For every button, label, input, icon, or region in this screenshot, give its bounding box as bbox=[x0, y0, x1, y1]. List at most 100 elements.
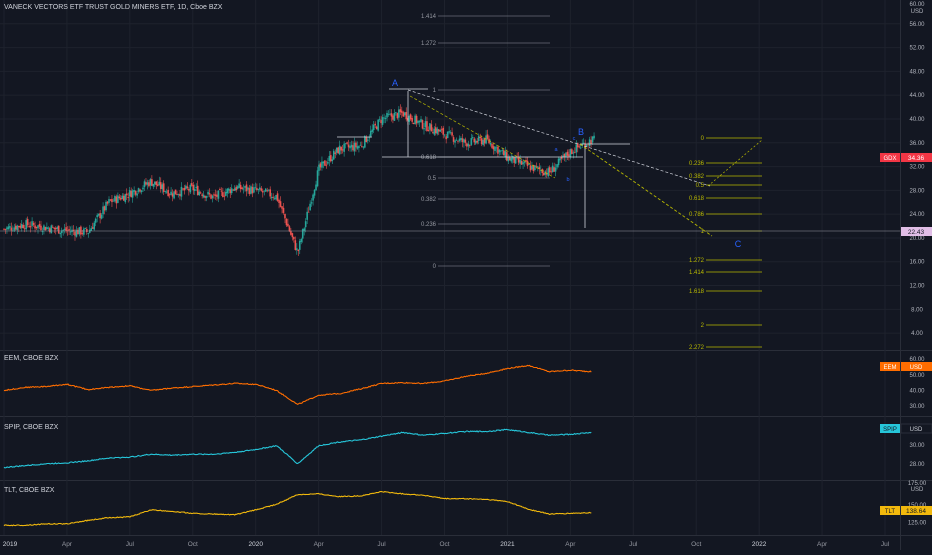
candle-body bbox=[167, 189, 169, 196]
candle bbox=[130, 187, 132, 198]
candle-body bbox=[435, 127, 437, 134]
candle bbox=[219, 187, 221, 191]
candle bbox=[471, 134, 474, 140]
candle-body bbox=[43, 225, 45, 230]
main-currency: USD bbox=[911, 9, 924, 15]
candle-body bbox=[148, 182, 150, 187]
candle-body bbox=[269, 189, 271, 197]
tlt-title: TLT, CBOE BZX bbox=[4, 487, 55, 494]
candle-body bbox=[22, 225, 25, 229]
candle bbox=[87, 232, 90, 238]
candle bbox=[464, 137, 467, 147]
candle-body bbox=[171, 193, 174, 197]
candle-body bbox=[222, 192, 224, 197]
candle-body bbox=[433, 128, 436, 135]
candle-body bbox=[69, 231, 72, 233]
candle bbox=[264, 188, 267, 192]
candle bbox=[105, 200, 107, 212]
candle-body bbox=[257, 189, 260, 190]
candle-body bbox=[174, 189, 177, 195]
candle-body bbox=[584, 143, 586, 149]
candle-body bbox=[57, 225, 60, 234]
candle bbox=[173, 191, 175, 200]
candle bbox=[13, 223, 16, 232]
candle bbox=[439, 128, 442, 132]
candle-body bbox=[371, 129, 374, 132]
candle bbox=[307, 206, 310, 213]
level-badge-bg bbox=[901, 227, 932, 236]
candle bbox=[409, 113, 412, 121]
candle bbox=[230, 184, 233, 195]
candle-body bbox=[297, 249, 300, 252]
candle bbox=[97, 213, 100, 217]
candle-body bbox=[401, 110, 403, 113]
candle-body bbox=[118, 196, 121, 199]
candle bbox=[500, 150, 502, 155]
candle-body bbox=[464, 139, 467, 143]
candle-body bbox=[195, 186, 198, 188]
tlt-tick-label: 125.00 bbox=[908, 521, 927, 527]
spip-badge-currency-bg bbox=[900, 423, 932, 434]
candle bbox=[260, 185, 263, 192]
candle bbox=[111, 194, 113, 208]
candle-body bbox=[17, 226, 20, 228]
candle bbox=[396, 112, 399, 120]
candle-body bbox=[199, 192, 202, 194]
candle bbox=[189, 183, 192, 194]
candle bbox=[191, 179, 193, 187]
fib-retracement-label: 0.382 bbox=[421, 197, 437, 203]
candle bbox=[483, 138, 486, 147]
candle-body bbox=[375, 126, 378, 130]
candle bbox=[136, 190, 138, 199]
candle-body bbox=[372, 124, 375, 131]
candle-body bbox=[346, 142, 348, 144]
candle-body bbox=[528, 164, 530, 166]
candle-body bbox=[508, 156, 511, 161]
candle-body bbox=[458, 138, 461, 142]
candle-body bbox=[398, 109, 400, 118]
candle-body bbox=[211, 195, 214, 199]
candle bbox=[402, 110, 405, 117]
fib-extension-label: 1.272 bbox=[689, 258, 705, 264]
spip-tick-label: 30.00 bbox=[909, 443, 925, 449]
candle-body bbox=[525, 160, 527, 162]
candle bbox=[155, 181, 158, 190]
candle-body bbox=[306, 211, 308, 220]
candle-body bbox=[86, 228, 88, 233]
candle-body bbox=[550, 171, 552, 173]
candle bbox=[405, 107, 408, 122]
candle-body bbox=[334, 152, 337, 154]
candles bbox=[3, 104, 595, 256]
x-axis-label: Oct bbox=[188, 541, 198, 548]
candle-body bbox=[164, 191, 166, 192]
candle bbox=[522, 159, 524, 170]
spip-tick-label: 28.00 bbox=[909, 462, 925, 468]
main-tick-label: 12.00 bbox=[909, 284, 925, 290]
candle bbox=[548, 165, 551, 176]
candle bbox=[569, 148, 572, 160]
candle bbox=[208, 188, 211, 198]
candle bbox=[75, 226, 78, 238]
candle bbox=[398, 106, 400, 122]
candle-body bbox=[136, 193, 138, 196]
candle-body bbox=[298, 240, 301, 250]
candle-body bbox=[535, 165, 538, 167]
fib-retracement-label: 0.236 bbox=[421, 222, 437, 228]
candle bbox=[90, 226, 93, 231]
main-tick-label: 36.00 bbox=[909, 141, 925, 147]
candle-body bbox=[383, 117, 385, 119]
candle-body bbox=[115, 196, 118, 204]
candle-body bbox=[155, 181, 158, 186]
candle-body bbox=[93, 222, 96, 230]
candle bbox=[361, 141, 363, 148]
candle-body bbox=[158, 181, 161, 185]
candle bbox=[337, 146, 340, 154]
candle-body bbox=[188, 189, 190, 191]
candle bbox=[63, 224, 66, 234]
candle-body bbox=[341, 149, 344, 151]
candle bbox=[353, 137, 356, 156]
candle bbox=[350, 140, 353, 152]
candle-body bbox=[9, 226, 11, 228]
